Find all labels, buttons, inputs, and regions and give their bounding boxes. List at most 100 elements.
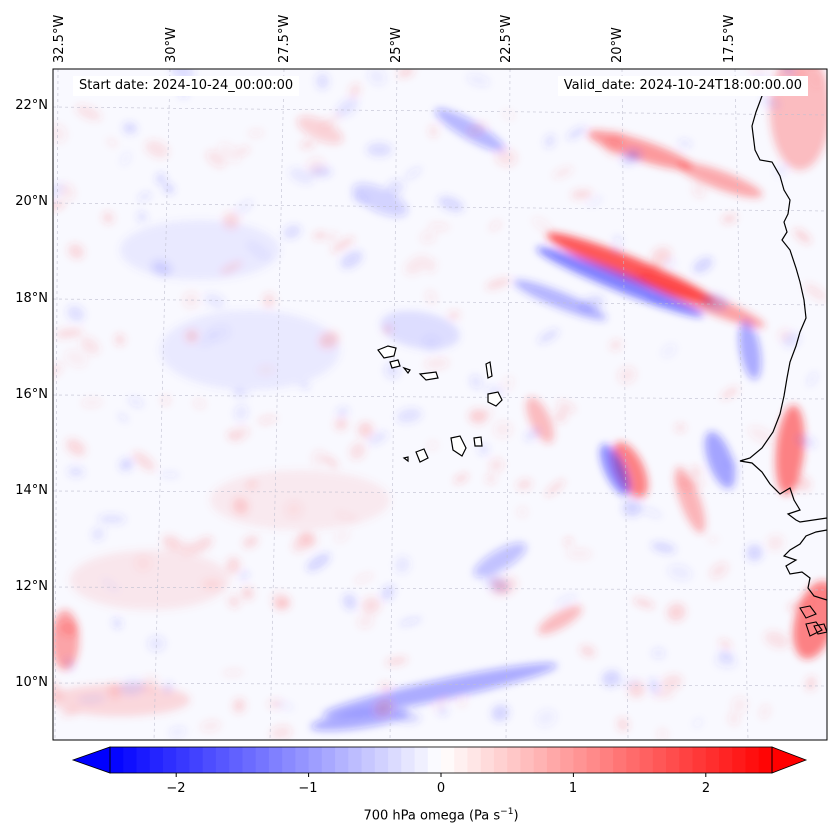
omega-speckle: [267, 699, 283, 709]
cb-tick-label-0: 0: [436, 781, 446, 796]
omega-speckle: [342, 593, 357, 610]
colorbar-cell: [242, 747, 257, 773]
omega-speckle: [271, 592, 291, 610]
coastline-islands-east: [799, 605, 827, 637]
omega-anomaly: [677, 162, 763, 198]
omega-speckle: [334, 418, 348, 431]
omega-speckle: [379, 682, 392, 691]
omega-speckle: [714, 656, 737, 669]
omega-speckle: [422, 335, 441, 353]
omega-speckle: [396, 408, 422, 423]
omega-speckle: [227, 595, 240, 608]
omega-anomaly: [160, 310, 340, 390]
colorbar-extend-min: [71, 746, 111, 774]
omega-speckle: [804, 283, 827, 301]
lon-label-30w: 30°W: [164, 27, 179, 63]
omega-anomaly: [770, 69, 827, 170]
omega-speckle: [331, 236, 355, 253]
omega-speckle: [288, 167, 314, 184]
omega-speckle: [81, 398, 103, 408]
colorbar-cell: [467, 747, 482, 773]
omega-speckle: [532, 217, 553, 233]
omega-speckle: [691, 465, 701, 479]
omega-anomaly: [53, 684, 190, 716]
omega-speckle: [201, 578, 223, 591]
omega-speckle: [218, 142, 241, 163]
colorbar-cell: [162, 747, 177, 773]
omega-speckle: [651, 648, 666, 659]
omega-speckle: [766, 535, 784, 551]
omega-speckle: [566, 126, 587, 140]
omega-anomaly: [352, 183, 408, 217]
omega-speckle: [721, 214, 737, 224]
colorbar-cell: [282, 747, 296, 773]
omega-speckle: [54, 328, 83, 338]
colorbar-cell: [560, 747, 574, 773]
cape-verde-islands: [377, 345, 503, 463]
colorbar-cell: [189, 747, 204, 773]
omega-speckle: [748, 69, 769, 74]
omega-speckle: [185, 329, 199, 343]
omega-speckle: [310, 166, 332, 177]
omega-speckle: [200, 719, 221, 733]
omega-speckle: [366, 142, 393, 157]
omega-speckle: [538, 329, 559, 344]
omega-speckle: [160, 471, 180, 479]
omega-speckle: [247, 129, 264, 138]
colorbar-cell: [149, 747, 164, 773]
colorbar-label: 700 hPa omega (Pa s−1): [363, 807, 518, 823]
colorbar-label-sup: −1: [500, 807, 514, 817]
colorbar-label-end: ): [513, 808, 519, 824]
colorbar-cell: [758, 747, 773, 773]
lon-label-20w: 20°W: [610, 27, 625, 63]
omega-speckle: [556, 400, 576, 413]
omega-speckle: [657, 728, 668, 740]
omega-speckle: [453, 473, 469, 484]
omega-speckle: [602, 140, 622, 157]
omega-field: [53, 69, 827, 740]
omega-speckle: [701, 293, 729, 311]
omega-speckle: [234, 404, 248, 421]
lon-label-22-5w: 22.5°W: [499, 14, 514, 63]
omega-speckle: [719, 639, 732, 649]
omega-speckle: [386, 180, 404, 196]
omega-speckle: [427, 440, 438, 450]
colorbar-cell: [176, 747, 190, 773]
omega-speckle: [640, 507, 663, 518]
colorbar-cell: [507, 747, 521, 773]
omega-speckle: [162, 535, 183, 552]
omega-anomaly: [600, 444, 630, 496]
omega-speckle: [80, 337, 100, 355]
map-frame: [52, 68, 828, 741]
omega-speckle: [335, 97, 359, 117]
lat-label-12n: 12°N: [15, 579, 48, 594]
omega-speckle: [764, 630, 790, 649]
omega-speckle: [793, 475, 811, 491]
colorbar-cell: [546, 747, 561, 773]
omega-speckle: [232, 698, 246, 713]
omega-speckle: [222, 668, 244, 677]
omega-speckle: [495, 148, 518, 167]
omega-speckle: [145, 140, 169, 158]
omega-speckle: [53, 123, 67, 143]
omega-speckle: [809, 70, 827, 89]
omega-speckle: [132, 451, 156, 471]
omega-speckle: [381, 584, 395, 601]
omega-speckle: [161, 395, 171, 406]
omega-anomaly: [612, 442, 648, 498]
omega-speckle: [426, 259, 437, 273]
omega-speckle: [242, 535, 259, 548]
omega-speckle: [257, 365, 276, 375]
colorbar-cell: [308, 747, 323, 773]
omega-speckle: [155, 173, 167, 185]
omega-speckle: [78, 695, 106, 704]
omega-speckle: [679, 480, 706, 490]
omega-speckle: [163, 681, 173, 694]
omega-anomaly: [473, 542, 527, 578]
omega-speckle: [349, 83, 361, 98]
omega-speckle: [228, 426, 250, 441]
start-date-label: Start date: 2024-10-24_00:00:00: [73, 76, 300, 96]
omega-speckle: [247, 242, 270, 260]
omega-speckle: [320, 112, 342, 129]
omega-speckle: [67, 466, 85, 478]
